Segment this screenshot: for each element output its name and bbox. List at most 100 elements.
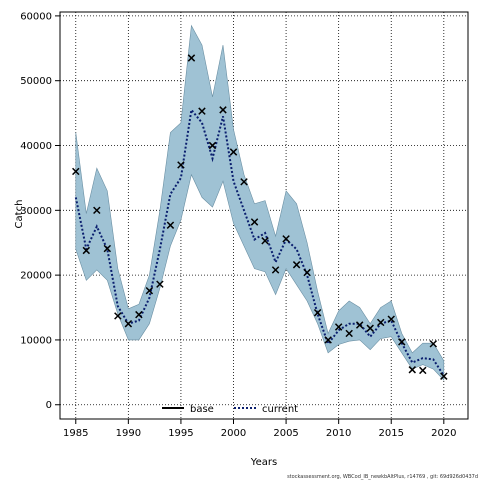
observed-point — [93, 206, 101, 215]
observed-point — [313, 308, 322, 317]
observed-point-stroke — [166, 221, 175, 229]
observed-point — [398, 338, 406, 346]
observed-point — [250, 218, 259, 226]
observed-point — [334, 323, 343, 331]
x-tick-label: 1985 — [63, 428, 88, 439]
observed-point-stroke — [398, 338, 406, 346]
footer-note: stockassessment.org, WBCod_IB_newkbAltPl… — [287, 474, 478, 480]
x-axis-title: Years — [250, 457, 277, 468]
confidence-band — [75, 24, 445, 381]
y-tick-label: 40000 — [20, 141, 52, 152]
observed-point — [345, 329, 353, 338]
observed-point-stroke — [387, 315, 395, 323]
observed-point-stroke — [366, 324, 374, 332]
observed-point-stroke — [334, 323, 343, 331]
observed-point-stroke — [240, 178, 248, 186]
observed-point-stroke — [93, 206, 101, 215]
observed-point-stroke — [440, 372, 448, 380]
observed-point-stroke — [292, 261, 301, 269]
observed-point-stroke — [219, 106, 227, 114]
observed-point-stroke — [303, 268, 311, 277]
observed-point-stroke — [187, 54, 196, 62]
observed-point-stroke — [376, 318, 385, 327]
plot-frame — [59, 11, 469, 420]
confidence-band-area — [75, 24, 445, 381]
x-tick-label: 2010 — [326, 428, 351, 439]
x-tick-label: 1995 — [168, 428, 193, 439]
observed-point-stroke — [250, 218, 259, 226]
observed-point — [198, 107, 206, 115]
observed-point-stroke — [103, 244, 112, 253]
grid — [60, 12, 468, 419]
observed-point-stroke — [313, 308, 322, 317]
axis-ticks: 1985 1990 1995 2000 2005 2010 2015 2020 0 10000 20… — [20, 11, 456, 439]
observed-point — [219, 106, 227, 114]
observed-point — [429, 340, 438, 348]
observed-point-stroke — [82, 246, 91, 255]
x-tick-label: 2005 — [273, 428, 298, 439]
observed-point — [419, 366, 427, 375]
observed-point — [156, 280, 164, 288]
observed-markers — [72, 54, 448, 380]
y-axis-title: Catch — [14, 200, 25, 229]
observed-point — [324, 336, 332, 344]
observed-point-stroke — [114, 312, 122, 320]
observed-point-stroke — [271, 266, 280, 274]
x-tick-label: 2000 — [221, 428, 246, 439]
observed-point — [208, 141, 217, 150]
observed-point — [177, 161, 185, 169]
observed-point-stroke — [261, 237, 269, 245]
observed-point — [82, 246, 91, 255]
observed-point — [72, 167, 80, 176]
observed-point — [408, 366, 416, 374]
observed-point — [166, 221, 175, 229]
observed-point-stroke — [419, 366, 427, 375]
observed-point — [355, 321, 364, 329]
observed-point — [387, 315, 395, 323]
observed-point-stroke — [124, 320, 133, 328]
y-tick-label: 30000 — [20, 206, 52, 217]
observed-point — [366, 324, 374, 332]
observed-point — [271, 266, 280, 274]
observed-point — [376, 318, 385, 327]
y-tick-label: 20000 — [20, 271, 52, 282]
observed-point-stroke — [282, 235, 290, 243]
observed-point-stroke — [198, 107, 206, 115]
observed-point — [229, 148, 238, 156]
observed-point — [187, 54, 196, 62]
observed-point-stroke — [324, 336, 332, 344]
observed-point-stroke — [355, 321, 364, 329]
observed-point — [135, 310, 143, 319]
observed-point — [292, 261, 301, 269]
y-tick-label: 0 — [46, 400, 52, 411]
legend: base current — [162, 404, 298, 415]
y-tick-label: 10000 — [20, 335, 52, 346]
x-tick-label: 1990 — [116, 428, 141, 439]
observed-point — [145, 286, 154, 295]
y-tick-label: 60000 — [20, 11, 52, 22]
observed-point-stroke — [408, 366, 416, 374]
observed-point — [282, 235, 290, 243]
observed-point-stroke — [177, 161, 185, 169]
legend-base-label: base — [190, 404, 214, 415]
observed-point-stroke — [156, 280, 164, 288]
observed-point-stroke — [135, 310, 143, 319]
observed-point — [240, 178, 248, 186]
observed-point-stroke — [429, 340, 438, 348]
y-tick-label: 50000 — [20, 76, 52, 87]
observed-point-stroke — [345, 329, 353, 338]
observed-point — [124, 320, 133, 328]
observed-point — [261, 237, 269, 245]
observed-point — [103, 244, 112, 253]
x-tick-label: 2015 — [379, 428, 404, 439]
observed-point — [303, 268, 311, 277]
observed-point — [114, 312, 122, 320]
observed-point-stroke — [72, 167, 80, 176]
observed-point-stroke — [208, 141, 217, 150]
observed-point — [440, 372, 448, 380]
legend-current-label: current — [262, 404, 298, 415]
x-tick-label: 2020 — [431, 428, 456, 439]
observed-point-stroke — [229, 148, 238, 156]
observed-point-stroke — [145, 286, 154, 295]
